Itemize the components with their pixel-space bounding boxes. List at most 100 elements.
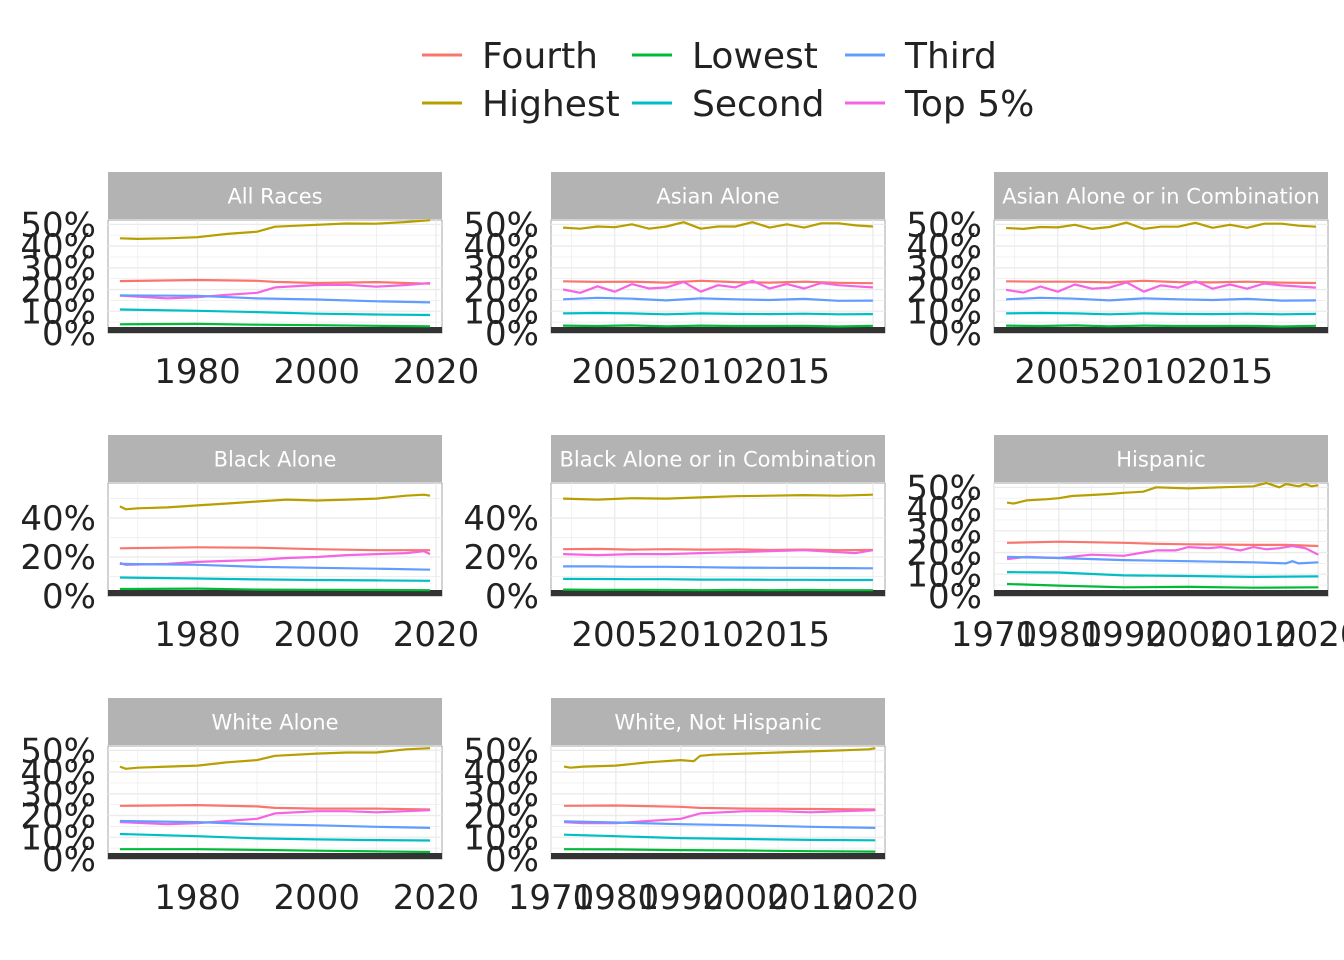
baseline-band (551, 327, 885, 333)
legend-item-fourth: Fourth (422, 36, 598, 77)
series-group (562, 221, 873, 328)
x-tick-label: 2020 (393, 352, 480, 392)
y-tick-label: 40% (20, 499, 96, 539)
x-tick-label: 1980 (154, 352, 241, 392)
legend-label: Fourth (482, 36, 598, 77)
y-tick-label: 10% (463, 818, 539, 858)
series-line-highest (1006, 481, 1319, 505)
series-line-lowest (119, 848, 431, 854)
y-tick-label: 20% (463, 797, 539, 837)
series-line-fourth (563, 804, 876, 811)
baseline-band (108, 327, 442, 333)
legend-label: Lowest (692, 36, 818, 77)
x-tick-label: 1970 (508, 878, 595, 918)
legend-item-top-5: Top 5% (845, 84, 1034, 125)
gridlines (551, 483, 885, 596)
x-tick-label: 1980 (154, 878, 241, 918)
series-line-lowest (119, 587, 431, 592)
x-tick-label: 1970 (951, 615, 1038, 655)
panel-white-alone: White Alone 0%10%20%30%40%50% 1980 2000 2020 (20, 698, 479, 918)
series-line-lowest (1006, 582, 1319, 589)
panel-black-alone: Black Alone 0%20%40% 1980 2000 2020 (20, 435, 479, 655)
series-line-second (563, 577, 873, 582)
x-tick-label: 2020 (832, 878, 919, 918)
y-tick-label: 50% (463, 205, 539, 245)
series-line-fourth (1006, 540, 1319, 548)
baseline-band (994, 590, 1328, 596)
y-tick-label: 50% (20, 731, 96, 771)
legend-label: Highest (482, 84, 620, 125)
facet-strip (994, 172, 1328, 219)
y-tick-label: 50% (906, 468, 982, 508)
series-line-third (1006, 296, 1316, 302)
y-tick-label: 40% (20, 753, 96, 793)
series-line-lowest (119, 322, 431, 328)
y-tick-label: 50% (463, 731, 539, 771)
series-group (1006, 481, 1319, 589)
x-tick-label: 2010 (658, 352, 745, 392)
x-tick-label: 1990 (637, 878, 724, 918)
series-line-highest (119, 747, 431, 770)
x-tick-label: 1990 (1080, 615, 1167, 655)
series-line-second (119, 308, 431, 317)
legend-item-highest: Highest (422, 84, 620, 125)
y-tick-label: 20% (906, 271, 982, 311)
x-tick-label: 2000 (273, 352, 360, 392)
x-tick-label: 2010 (1210, 615, 1297, 655)
facet-strip (551, 698, 885, 745)
series-line-third (119, 294, 431, 304)
series-line-fourth (1006, 279, 1316, 285)
series-line-fourth (563, 547, 873, 552)
series-group (119, 493, 431, 592)
y-tick-label: 40% (906, 490, 982, 530)
legend-item-lowest: Lowest (632, 36, 818, 77)
series-line-top-5 (119, 809, 431, 826)
facet-title: Asian Alone (656, 185, 779, 209)
y-tick-label: 40% (463, 227, 539, 267)
series-line-fourth (119, 546, 431, 552)
series-line-top-5 (563, 549, 874, 557)
series-line-third (563, 820, 876, 829)
y-tick-label: 40% (906, 227, 982, 267)
series-line-top-5 (119, 281, 431, 300)
y-tick-label: 0% (42, 840, 96, 880)
series-line-lowest (563, 324, 873, 328)
y-tick-label: 0% (928, 577, 982, 617)
series-line-fourth (119, 278, 431, 285)
x-tick-label: 2010 (767, 878, 854, 918)
series-group (563, 747, 876, 853)
panel-white-not-hispanic: White, Not Hispanic 0%10%20%30%40%50% 1970… (463, 698, 919, 918)
baseline-band (551, 590, 885, 596)
series-line-third (1006, 555, 1319, 565)
x-tick-label: 2020 (393, 615, 480, 655)
x-tick-label: 2015 (1187, 352, 1274, 392)
y-tick-label: 10% (20, 818, 96, 858)
y-tick-label: 0% (42, 314, 96, 354)
series-line-highest (119, 493, 431, 511)
x-tick-label: 2005 (1014, 352, 1101, 392)
gridlines (993, 483, 1328, 596)
facet-title: Black Alone (214, 448, 337, 472)
legend-label: Third (904, 36, 997, 77)
x-tick-label: 2005 (571, 615, 658, 655)
baseline-band (108, 853, 442, 859)
y-tick-label: 10% (906, 292, 982, 332)
x-tick-label: 2015 (744, 615, 831, 655)
panel-all-races: All Races 0%10%20%30%40%50% 1980 2000 2020 (20, 172, 479, 392)
facet-title: White, Not Hispanic (614, 711, 821, 735)
facet-strip (551, 172, 885, 219)
plot-area (550, 745, 886, 860)
facet-strip (108, 435, 442, 482)
y-tick-label: 30% (20, 775, 96, 815)
y-tick-label: 30% (463, 775, 539, 815)
x-tick-label: 1980 (1016, 615, 1103, 655)
series-group (563, 493, 874, 592)
series-group (119, 219, 431, 328)
y-tick-label: 10% (463, 292, 539, 332)
series-line-lowest (563, 588, 873, 592)
x-tick-label: 2005 (571, 352, 658, 392)
series-line-highest (563, 221, 873, 230)
series-line-second (1006, 571, 1319, 579)
panel-hispanic: Hispanic 0%10%20%30%40%50% 197019801990200… (906, 435, 1344, 655)
